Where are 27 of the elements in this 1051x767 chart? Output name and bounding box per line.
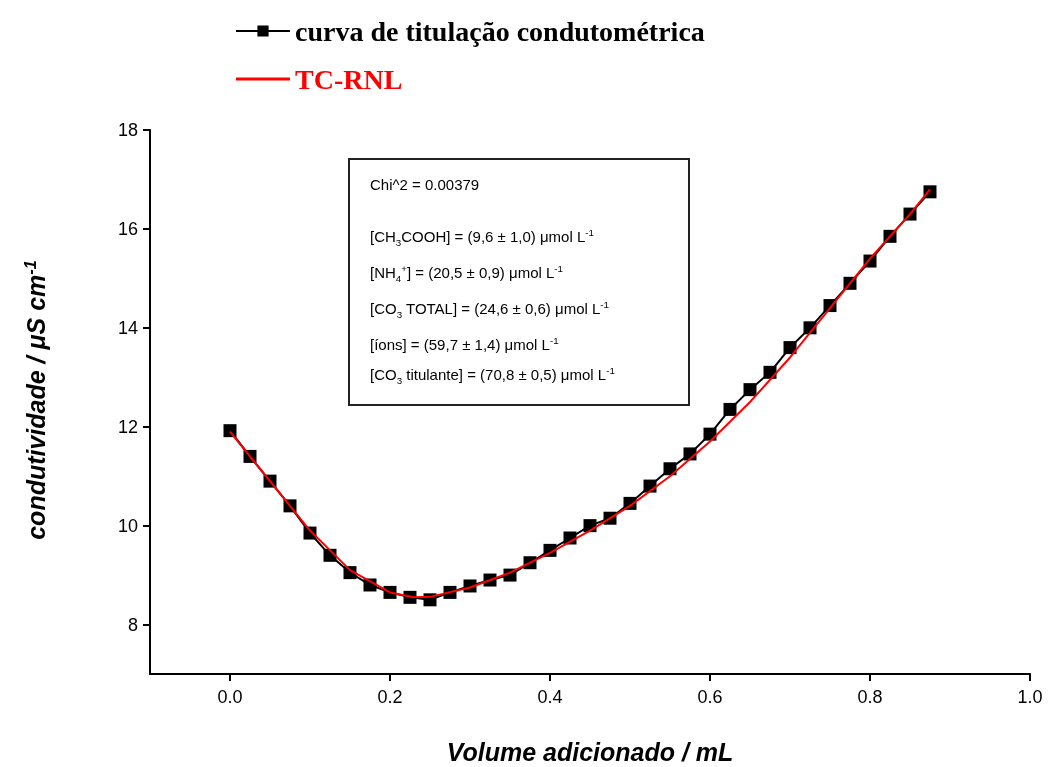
y-tick-label: 16: [117, 218, 138, 239]
point: [783, 341, 797, 355]
point: [743, 383, 757, 397]
annotation: [íons] = (59,7 ± 1,4) μmol L$^{-1}$: [370, 334, 560, 355]
point: [703, 427, 717, 441]
point: [723, 402, 737, 416]
annotation: Chi^2 = 0.00379: [370, 175, 481, 195]
y-tick-label: 8: [127, 614, 138, 635]
annotation: [NH$_{4}$$^{+}$] = (20,5 ± 0,9) μmol L$^{-1}$: [370, 262, 564, 286]
x-tick-label: 0.0: [217, 687, 243, 707]
y-tick-label: 10: [117, 515, 138, 536]
legend-label: TC-RNL: [295, 63, 403, 95]
point: [663, 462, 677, 476]
point: [223, 424, 237, 438]
x-tick-label: 0.2: [377, 687, 403, 707]
annotation: [CH$_{3}$COOH] = (9,6 ± 1,0) μmol L$^{-1}$: [370, 226, 595, 250]
x-tick-label: 0.6: [697, 687, 723, 707]
y-tick-label: 12: [117, 416, 138, 437]
y-tick-label: 18: [117, 120, 138, 140]
y-tick-label: 14: [117, 317, 138, 338]
x-tick-label: 1.0: [1017, 687, 1043, 707]
x-axis-title: Volume adicionado / mL: [446, 737, 734, 767]
legend-label: curva de titulação condutométrica: [295, 15, 705, 47]
annotation: [CO$_{3}$ TOTAL] = (24,6 ± 0,6) μmol L$^{-1}$: [370, 298, 610, 322]
x-tick-label: 0.8: [857, 687, 883, 707]
x-tick-label: 0.4: [537, 687, 563, 707]
annotation: [CO$_{3}$ titulante] = (70,8 ± 0,5) μmol L$^{-1}$: [370, 364, 616, 388]
